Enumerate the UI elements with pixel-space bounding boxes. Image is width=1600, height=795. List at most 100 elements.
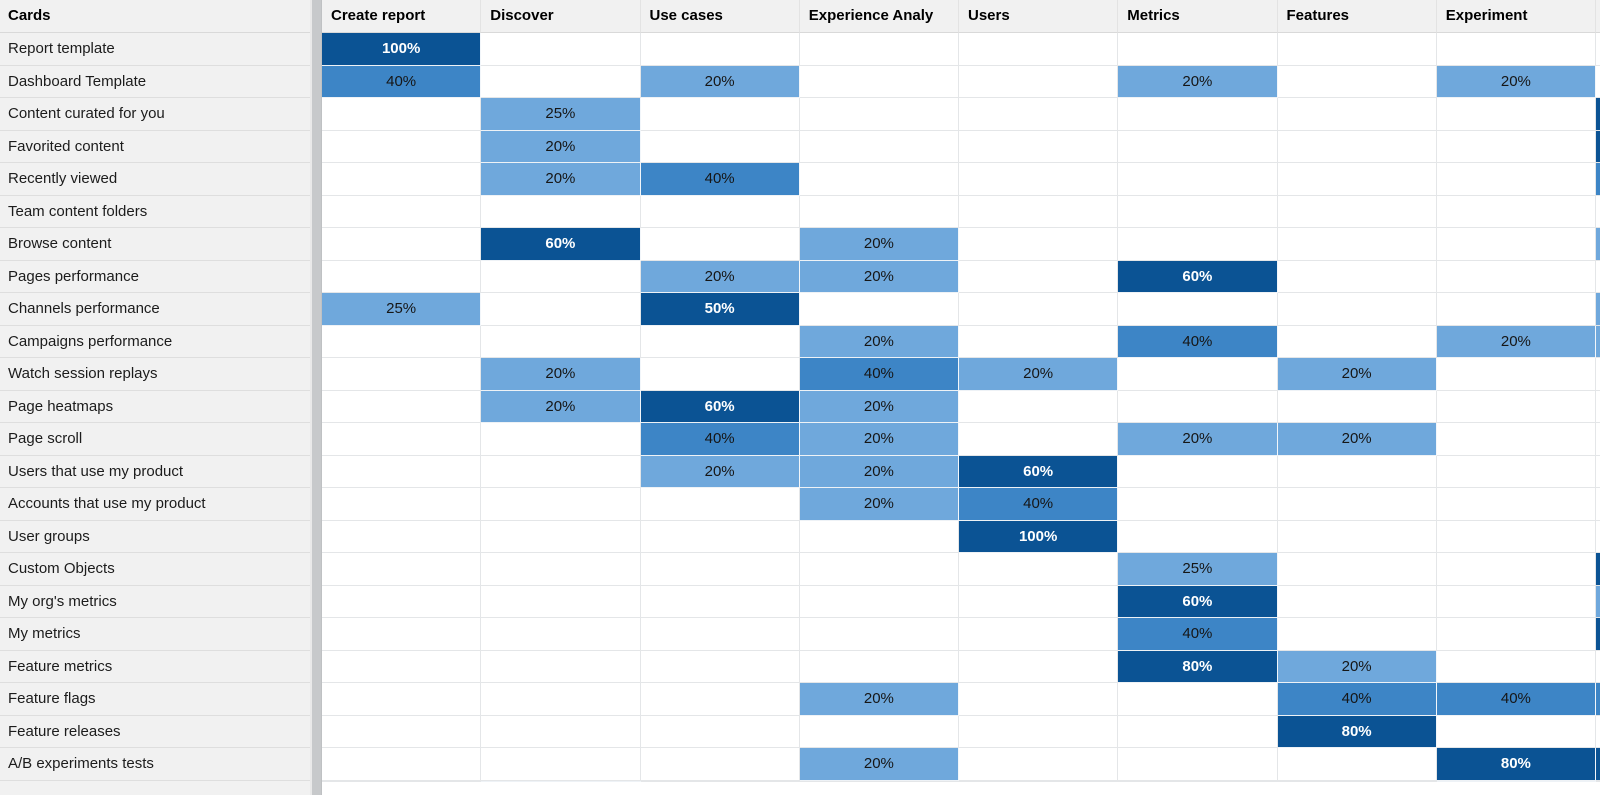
column-header-metrics[interactable]: Metrics — [1118, 0, 1278, 33]
grid-cell[interactable] — [959, 618, 1119, 651]
column-header-use-cases[interactable]: Use cases — [640, 0, 800, 33]
grid-cell[interactable] — [1436, 358, 1596, 391]
grid-cell[interactable]: 20% — [1277, 358, 1437, 391]
grid-cell[interactable] — [959, 683, 1119, 716]
grid-cell[interactable]: 20% — [1277, 423, 1437, 456]
grid-cell[interactable]: 40% — [640, 423, 800, 456]
grid-cell[interactable] — [322, 618, 482, 651]
grid-cell[interactable] — [1277, 520, 1437, 553]
row-label-cell[interactable]: Favorited content — [0, 130, 310, 163]
clipped-column-cell[interactable] — [1596, 585, 1600, 618]
grid-cell[interactable]: 25% — [481, 98, 641, 131]
clipped-column-cell[interactable] — [1596, 130, 1600, 163]
clipped-column-cell[interactable] — [1596, 423, 1600, 456]
grid-cell[interactable]: 80% — [1436, 748, 1596, 781]
grid-cell[interactable] — [1436, 228, 1596, 261]
grid-cell[interactable] — [1118, 33, 1278, 66]
grid-cell[interactable] — [1277, 228, 1437, 261]
grid-cell[interactable] — [1436, 585, 1596, 618]
grid-cell[interactable] — [1277, 195, 1437, 228]
grid-cell[interactable]: 20% — [640, 455, 800, 488]
clipped-column-cell[interactable] — [1596, 293, 1600, 326]
clipped-column-cell[interactable] — [1596, 715, 1600, 748]
grid-cell[interactable] — [640, 780, 800, 782]
grid-cell[interactable] — [1118, 228, 1278, 261]
grid-cell[interactable] — [640, 683, 800, 716]
grid-cell[interactable]: 20% — [481, 358, 641, 391]
grid-cell[interactable]: 100% — [959, 520, 1119, 553]
row-label-cell[interactable]: Feature metrics — [0, 650, 310, 683]
grid-cell[interactable] — [1277, 293, 1437, 326]
grid-cell[interactable] — [959, 65, 1119, 98]
clipped-column-cell[interactable] — [1596, 358, 1600, 391]
clipped-column-cell[interactable] — [1596, 553, 1600, 586]
grid-cell[interactable] — [799, 553, 959, 586]
grid-cell[interactable] — [1118, 780, 1278, 782]
grid-cell[interactable] — [1277, 455, 1437, 488]
clipped-column-cell[interactable] — [1596, 390, 1600, 423]
grid-cell[interactable]: 20% — [799, 260, 959, 293]
grid-cell[interactable] — [322, 553, 482, 586]
row-label-cell[interactable]: Watch session replays — [0, 358, 310, 391]
grid-cell[interactable] — [322, 683, 482, 716]
clipped-column-cell[interactable] — [1596, 228, 1600, 261]
grid-cell[interactable] — [1118, 715, 1278, 748]
grid-cell[interactable]: 20% — [799, 325, 959, 358]
grid-cell[interactable] — [481, 293, 641, 326]
grid-cell[interactable] — [1277, 585, 1437, 618]
grid-cell[interactable]: 20% — [1118, 65, 1278, 98]
row-label-cell[interactable]: Channels performance — [0, 293, 310, 326]
grid-cell[interactable]: 25% — [1118, 553, 1278, 586]
grid-cell[interactable] — [640, 325, 800, 358]
grid-cell[interactable] — [481, 33, 641, 66]
column-header-experience-analy[interactable]: Experience Analy — [799, 0, 959, 33]
grid-cell[interactable] — [1277, 260, 1437, 293]
grid-cell[interactable] — [1277, 553, 1437, 586]
grid-cell[interactable] — [322, 488, 482, 521]
row-label-cell[interactable]: Browse content — [0, 228, 310, 261]
grid-cell[interactable] — [640, 488, 800, 521]
grid-cell[interactable] — [1277, 130, 1437, 163]
grid-cell[interactable] — [481, 423, 641, 456]
grid-cell[interactable] — [959, 553, 1119, 586]
grid-cell[interactable] — [799, 780, 959, 782]
column-header-users[interactable]: Users — [959, 0, 1119, 33]
grid-cell[interactable]: 80% — [1277, 715, 1437, 748]
grid-cell[interactable] — [1436, 98, 1596, 131]
grid-cell[interactable]: 40% — [322, 65, 482, 98]
grid-cell[interactable] — [1436, 195, 1596, 228]
grid-cell[interactable]: 20% — [1436, 325, 1596, 358]
grid-cell[interactable] — [1277, 748, 1437, 781]
grid-cell[interactable] — [1436, 618, 1596, 651]
grid-cell[interactable] — [481, 683, 641, 716]
grid-cell[interactable] — [481, 553, 641, 586]
grid-cell[interactable] — [1118, 293, 1278, 326]
grid-cell[interactable] — [799, 65, 959, 98]
grid-cell[interactable] — [640, 33, 800, 66]
grid-cell[interactable] — [322, 390, 482, 423]
grid-cell[interactable] — [481, 748, 641, 781]
grid-cell[interactable]: 60% — [1118, 260, 1278, 293]
grid-cell[interactable] — [322, 780, 482, 782]
grid-cell[interactable] — [481, 650, 641, 683]
grid-cell[interactable] — [959, 748, 1119, 781]
clipped-column-cell[interactable] — [1596, 195, 1600, 228]
grid-cell[interactable] — [322, 748, 482, 781]
grid-cell[interactable]: 20% — [640, 260, 800, 293]
grid-cell[interactable]: 60% — [959, 455, 1119, 488]
grid-cell[interactable]: 20% — [481, 163, 641, 196]
grid-cell[interactable] — [959, 98, 1119, 131]
grid-cell[interactable] — [640, 650, 800, 683]
grid-cell[interactable] — [1436, 390, 1596, 423]
clipped-column-cell[interactable] — [1596, 98, 1600, 131]
grid-cell[interactable] — [1436, 293, 1596, 326]
row-label-cell[interactable]: Custom Objects — [0, 553, 310, 586]
grid-cell[interactable] — [322, 715, 482, 748]
grid-cell[interactable] — [322, 585, 482, 618]
grid-cell[interactable] — [959, 228, 1119, 261]
grid-cell[interactable] — [959, 585, 1119, 618]
grid-cell[interactable] — [959, 423, 1119, 456]
clipped-column-cell[interactable] — [1596, 618, 1600, 651]
grid-cell[interactable]: 80% — [1118, 650, 1278, 683]
column-header-experiment[interactable]: Experiment — [1436, 0, 1596, 33]
